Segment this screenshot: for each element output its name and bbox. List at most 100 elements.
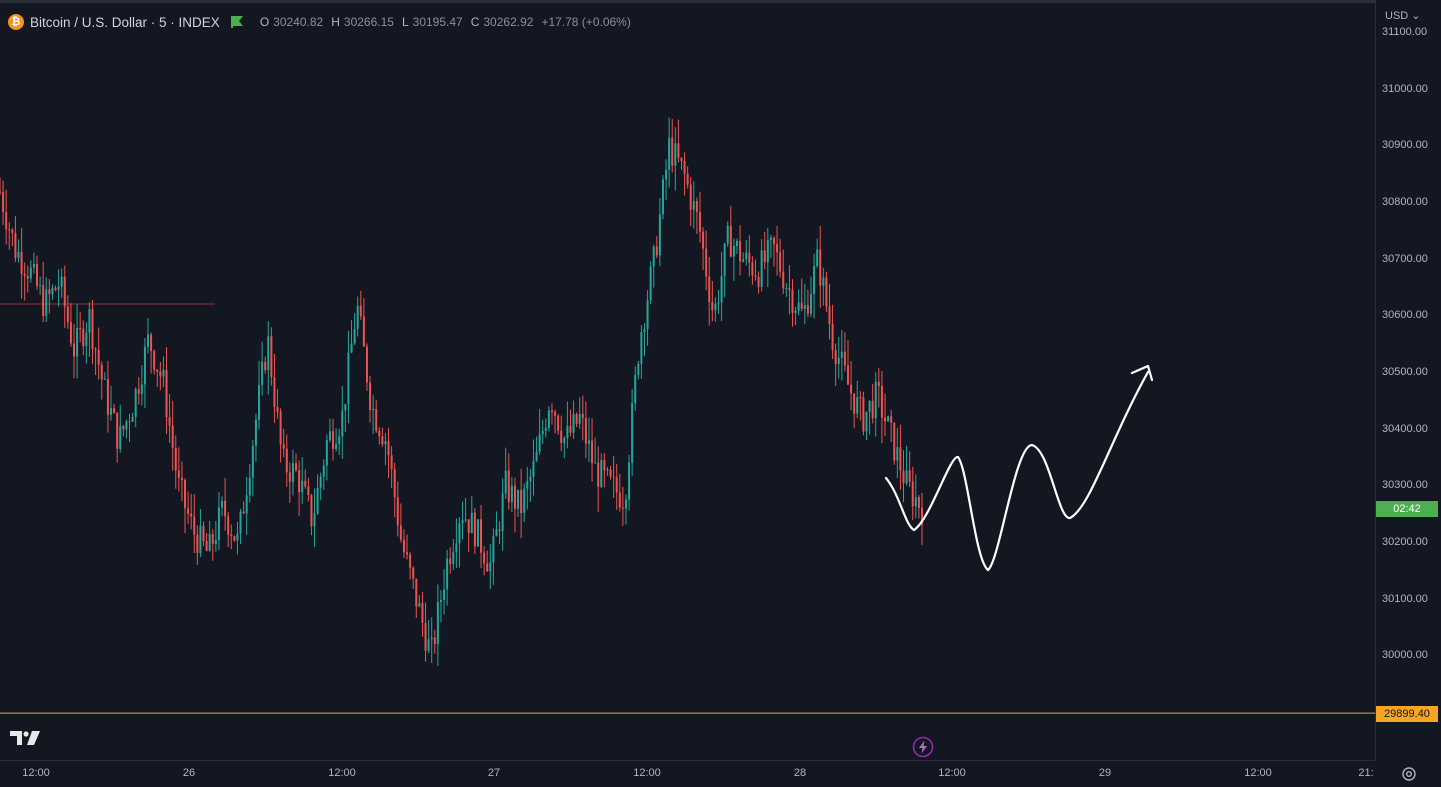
- time-tick-label: 28: [793, 767, 807, 779]
- candle: [381, 427, 384, 447]
- candle: [868, 400, 871, 435]
- candle: [914, 474, 917, 519]
- candle: [116, 412, 119, 463]
- tradingview-logo[interactable]: [10, 728, 42, 748]
- candle: [489, 544, 492, 589]
- candle: [856, 380, 859, 419]
- candle: [424, 602, 427, 662]
- candle: [618, 473, 621, 512]
- candle: [486, 550, 489, 573]
- time-tick-label: 12:00: [938, 767, 966, 779]
- green-flag-icon[interactable]: [230, 16, 244, 28]
- candle: [837, 336, 840, 379]
- candle: [214, 521, 217, 552]
- symbol-legend[interactable]: ₿ Bitcoin / U.S. Dollar · 5 · INDEX O 302…: [8, 12, 635, 32]
- candle: [816, 238, 819, 268]
- price-tick-label: 30900.00: [1382, 139, 1428, 152]
- candle: [48, 279, 51, 314]
- candle: [665, 159, 668, 200]
- close-value: 30262.92: [483, 15, 534, 29]
- candle: [51, 284, 54, 300]
- symbol-title[interactable]: Bitcoin / U.S. Dollar · 5 · INDEX: [30, 14, 220, 30]
- candle: [917, 494, 920, 519]
- candle: [110, 385, 113, 421]
- candle: [819, 226, 822, 308]
- time-tick-label: 12:00: [22, 767, 50, 779]
- candle: [307, 477, 310, 502]
- ohlc-values: O 30240.82 H 30266.15 L 30195.47 C 30262.92 …: [260, 15, 635, 29]
- candle: [612, 456, 615, 498]
- close-key: C: [470, 15, 480, 29]
- price-scale[interactable]: [1375, 0, 1441, 760]
- candle: [362, 298, 365, 347]
- candle: [705, 230, 708, 291]
- candle: [205, 533, 208, 552]
- candle: [328, 418, 331, 443]
- candle: [569, 409, 572, 437]
- candle: [822, 267, 825, 306]
- candle: [17, 239, 20, 263]
- candle: [153, 349, 156, 375]
- time-axis[interactable]: 12:00 26 12:00 27 12:00 28 12:00 29 12:00 21:: [0, 760, 1375, 787]
- currency-selector[interactable]: USD ⌄: [1385, 9, 1421, 22]
- candle: [63, 265, 66, 328]
- candle: [57, 269, 60, 307]
- candle: [905, 445, 908, 486]
- candle: [190, 493, 193, 530]
- candle: [877, 368, 880, 408]
- price-tick-label: 30200.00: [1382, 535, 1428, 548]
- price-level-badge: 29899.40: [1376, 706, 1438, 722]
- candle: [184, 478, 187, 534]
- candle: [5, 189, 8, 245]
- candle: [757, 271, 760, 294]
- candle: [211, 529, 214, 561]
- candle: [668, 117, 671, 188]
- candle: [603, 453, 606, 488]
- candle: [245, 476, 248, 536]
- candle: [150, 332, 153, 374]
- candle: [911, 466, 914, 521]
- candle: [637, 360, 640, 380]
- candle: [535, 436, 538, 462]
- candle: [501, 478, 504, 551]
- price-tick-label: 30100.00: [1382, 592, 1428, 605]
- candle: [291, 449, 294, 496]
- price-tick-label: 30500.00: [1382, 365, 1428, 378]
- candle: [538, 408, 541, 455]
- candle: [261, 341, 264, 396]
- candle: [760, 239, 763, 292]
- candle: [671, 119, 674, 173]
- candle: [409, 551, 412, 580]
- candle: [523, 483, 526, 522]
- price-tick-label: 30000.00: [1382, 649, 1428, 662]
- candle: [615, 463, 618, 510]
- candle: [695, 197, 698, 234]
- candle: [510, 476, 513, 512]
- projection-drawing[interactable]: [884, 370, 1150, 572]
- candle: [575, 412, 578, 428]
- currency-label: USD: [1385, 10, 1409, 22]
- settings-gear-icon[interactable]: [1400, 765, 1418, 783]
- candle: [658, 198, 661, 267]
- candle: [301, 457, 304, 504]
- lightning-icon[interactable]: [912, 736, 934, 758]
- candle: [890, 409, 893, 442]
- candle: [720, 251, 723, 322]
- candle: [470, 496, 473, 534]
- candle: [36, 255, 39, 290]
- candle: [455, 518, 458, 569]
- candle: [520, 468, 523, 539]
- candle: [517, 489, 520, 518]
- candle: [143, 338, 146, 409]
- candle: [319, 472, 322, 501]
- candle: [480, 504, 483, 569]
- candle: [880, 370, 883, 444]
- candle: [393, 462, 396, 518]
- candle: [859, 390, 862, 421]
- candle: [921, 493, 923, 546]
- price-chart[interactable]: [0, 0, 1375, 760]
- candle: [103, 372, 106, 380]
- candle: [600, 453, 603, 489]
- candle: [415, 578, 418, 618]
- candle: [751, 256, 754, 285]
